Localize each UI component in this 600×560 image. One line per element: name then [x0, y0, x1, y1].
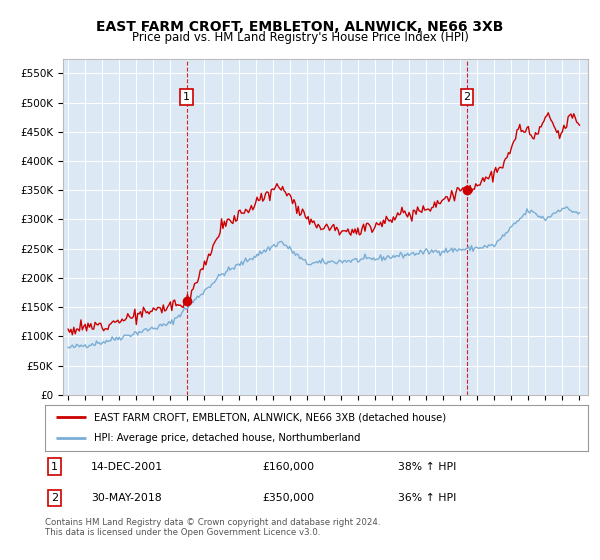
Text: 1: 1 [183, 92, 190, 102]
Text: 38% ↑ HPI: 38% ↑ HPI [398, 461, 457, 472]
Text: EAST FARM CROFT, EMBLETON, ALNWICK, NE66 3XB (detached house): EAST FARM CROFT, EMBLETON, ALNWICK, NE66… [94, 412, 446, 422]
Text: 14-DEC-2001: 14-DEC-2001 [91, 461, 163, 472]
Text: £350,000: £350,000 [262, 493, 314, 503]
Text: 2: 2 [464, 92, 471, 102]
Text: 2: 2 [51, 493, 58, 503]
Text: HPI: Average price, detached house, Northumberland: HPI: Average price, detached house, Nort… [94, 433, 361, 444]
Text: 36% ↑ HPI: 36% ↑ HPI [398, 493, 457, 503]
Text: EAST FARM CROFT, EMBLETON, ALNWICK, NE66 3XB: EAST FARM CROFT, EMBLETON, ALNWICK, NE66… [97, 20, 503, 34]
Text: 1: 1 [51, 461, 58, 472]
Text: £160,000: £160,000 [262, 461, 314, 472]
Text: 30-MAY-2018: 30-MAY-2018 [91, 493, 162, 503]
Text: Price paid vs. HM Land Registry's House Price Index (HPI): Price paid vs. HM Land Registry's House … [131, 31, 469, 44]
Text: Contains HM Land Registry data © Crown copyright and database right 2024.
This d: Contains HM Land Registry data © Crown c… [45, 518, 380, 538]
